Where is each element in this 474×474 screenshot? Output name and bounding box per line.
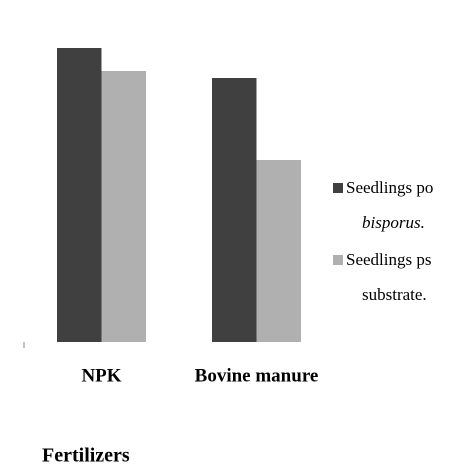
legend-label: substrate. (362, 285, 427, 304)
legend-label: Seedlings po (346, 178, 433, 197)
x-tick-label: Bovine manure (195, 365, 319, 386)
x-axis-label: Fertilizers (42, 445, 130, 467)
legend-swatch (333, 183, 343, 193)
bar (256, 160, 301, 342)
bar (212, 78, 257, 342)
legend-label: bisporus. (362, 213, 425, 232)
bar (101, 71, 146, 342)
legend-label: Seedlings ps (346, 250, 431, 269)
legend-swatch (333, 255, 343, 265)
bar (57, 48, 102, 342)
x-tick-label: NPK (81, 365, 121, 386)
